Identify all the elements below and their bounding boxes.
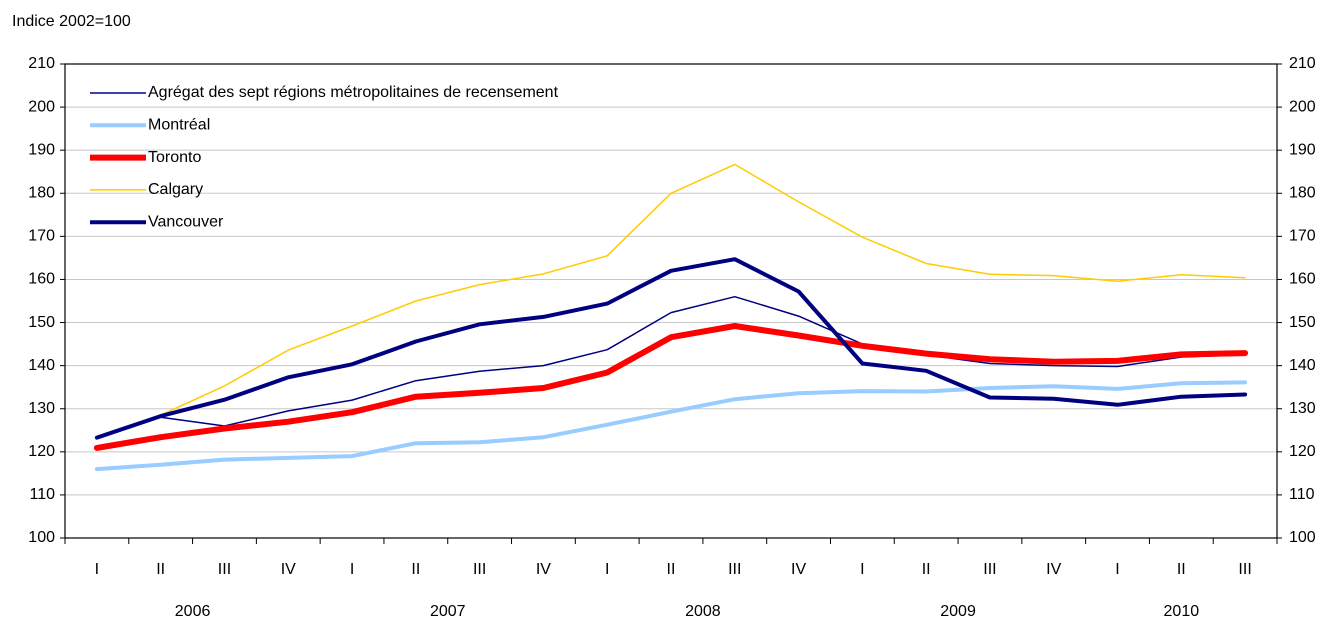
y-tick-label: 130 xyxy=(28,400,55,417)
y-tick-label: 200 xyxy=(28,98,55,115)
y-axis-label: Indice 2002=100 xyxy=(12,13,131,30)
y2-tick-label: 190 xyxy=(1289,141,1316,158)
y2-tick-label: 140 xyxy=(1289,357,1316,374)
series-line xyxy=(94,380,1248,472)
x-tick-label: II xyxy=(1177,561,1186,578)
year-label: 2006 xyxy=(175,603,211,620)
y-tick-label: 210 xyxy=(28,55,55,72)
x-tick-label: I xyxy=(350,561,354,578)
y2-tick-label: 110 xyxy=(1289,486,1315,503)
x-tick-label: II xyxy=(411,561,420,578)
x-tick-label: I xyxy=(860,561,864,578)
y2-tick-label: 130 xyxy=(1289,400,1316,417)
x-tick-label: III xyxy=(983,561,996,578)
year-label: 2008 xyxy=(685,603,721,620)
plot-frame xyxy=(64,63,1278,539)
year-label: 2007 xyxy=(430,603,466,620)
x-tick-label: II xyxy=(922,561,931,578)
series-line xyxy=(96,295,1246,440)
year-label: 2010 xyxy=(1164,603,1200,620)
x-tick-label: IV xyxy=(536,561,551,578)
x-tick-label: IV xyxy=(1046,561,1061,578)
x-tick-label: III xyxy=(473,561,486,578)
x-tick-label: II xyxy=(156,561,165,578)
x-tick-label: IV xyxy=(281,561,296,578)
legend-label: Vancouver xyxy=(148,213,224,230)
x-tick-label: I xyxy=(1115,561,1119,578)
y-tick-label: 100 xyxy=(28,529,55,546)
y2-tick-label: 200 xyxy=(1289,98,1316,115)
y-tick-label: 120 xyxy=(28,443,55,460)
legend-label: Toronto xyxy=(148,149,201,166)
x-tick-label: I xyxy=(605,561,609,578)
series-line xyxy=(96,163,1246,440)
y2-tick-label: 120 xyxy=(1289,443,1316,460)
y2-tick-label: 210 xyxy=(1289,55,1316,72)
y-tick-label: 140 xyxy=(28,357,55,374)
legend-label: Montréal xyxy=(148,117,210,134)
y-tick-label: 190 xyxy=(28,141,55,158)
legend-label: Agrégat des sept régions métropolitaines… xyxy=(148,84,559,101)
series-line xyxy=(93,323,1249,451)
x-tick-label: III xyxy=(218,561,231,578)
y-tick-label: 160 xyxy=(28,271,55,288)
y2-tick-label: 100 xyxy=(1289,529,1316,546)
y-tick-label: 170 xyxy=(28,228,55,245)
y-tick-label: 180 xyxy=(28,184,55,201)
y-tick-label: 150 xyxy=(28,314,55,331)
x-tick-label: IV xyxy=(791,561,806,578)
y2-tick-label: 180 xyxy=(1289,184,1316,201)
x-tick-label: III xyxy=(1238,561,1251,578)
x-tick-label: II xyxy=(667,561,676,578)
y2-tick-label: 150 xyxy=(1289,314,1316,331)
y2-tick-label: 160 xyxy=(1289,271,1316,288)
x-tick-label: III xyxy=(728,561,741,578)
x-tick-label: I xyxy=(95,561,99,578)
legend-label: Calgary xyxy=(148,181,203,198)
series-line xyxy=(94,257,1248,440)
y-tick-label: 110 xyxy=(29,486,55,503)
year-label: 2009 xyxy=(940,603,976,620)
y2-tick-label: 170 xyxy=(1289,228,1316,245)
